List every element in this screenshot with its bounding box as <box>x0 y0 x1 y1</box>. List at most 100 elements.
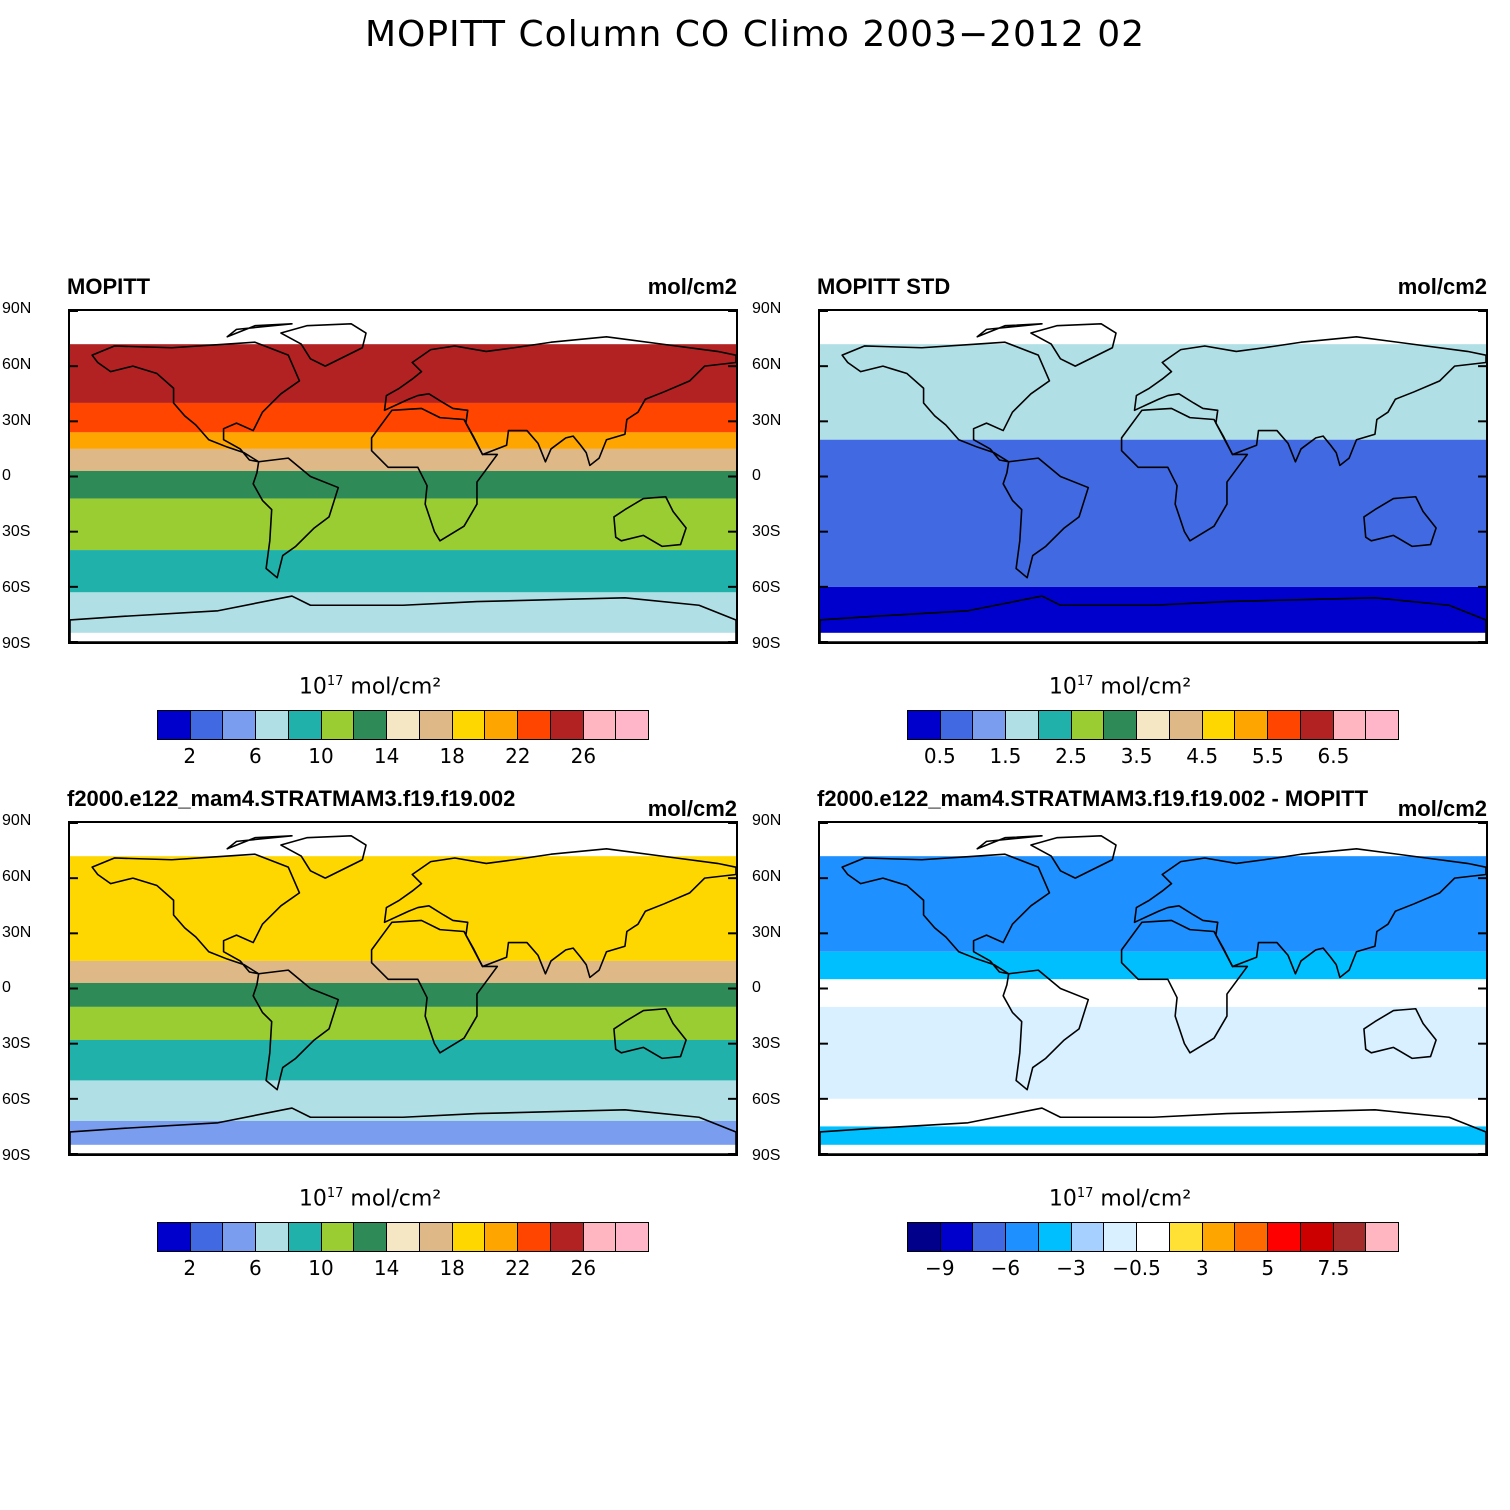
colorbar-tick-label: 3.5 <box>1120 744 1153 768</box>
colorbar-tick-label: −3 <box>1056 1256 1086 1280</box>
panel-model-minus-mopitt: f2000.e122_mam4.STRATMAM3.f19.f19.002 - … <box>750 786 1490 1280</box>
coastline-australia <box>1363 1007 1437 1060</box>
latitude-label: 90N <box>2 812 32 829</box>
latitude-label: 90N <box>752 300 782 317</box>
colorbar-swatch <box>158 711 191 739</box>
units-rest: mol/cm² <box>343 674 442 700</box>
latitude-label: 30N <box>2 923 32 941</box>
panel-title: f2000.e122_mam4.STRATMAM3.f19.f19.002 - … <box>817 786 1369 811</box>
latitude-label: 60S <box>2 579 31 596</box>
latitude-label: 30S <box>2 1035 31 1053</box>
co-field-band <box>70 498 736 551</box>
latitude-label: 30N <box>2 411 32 429</box>
colorbar-swatch <box>940 711 974 739</box>
latitude-label: 60S <box>2 1091 31 1108</box>
colorbar-tick-label: 7.5 <box>1317 1256 1350 1280</box>
latitude-label: 60S <box>752 1091 781 1108</box>
latitude-label: 30S <box>752 1035 781 1053</box>
map-plot <box>68 309 738 644</box>
colorbar-swatch <box>1235 711 1269 739</box>
colorbar-swatch <box>1137 1223 1170 1251</box>
latitude-label: 0 <box>2 979 11 997</box>
colorbar-swatch <box>1235 1223 1269 1251</box>
co-field-band <box>820 856 1486 952</box>
co-field-band <box>820 979 1486 1007</box>
colorbar-tick-label: 5.5 <box>1251 744 1284 768</box>
coastline-south-america <box>1002 969 1090 1091</box>
colorbar-tick-label: 26 <box>570 744 597 768</box>
colorbar-swatch <box>288 1223 322 1251</box>
colorbar-swatch <box>908 711 941 739</box>
latitude-label: 90S <box>752 1146 781 1164</box>
colorbar-swatch <box>452 1223 486 1251</box>
co-field-band <box>70 1039 736 1081</box>
co-field-band <box>70 1120 736 1145</box>
colorbar-swatch <box>1104 711 1138 739</box>
latitude-label: 30N <box>752 411 782 429</box>
colorbar-tick-label: 10 <box>308 744 334 768</box>
colorbar-swatch <box>1300 711 1334 739</box>
panel-title: MOPITT STD <box>817 274 951 299</box>
colorbar-units-label: 1017 mol/cm² <box>0 674 740 699</box>
no-data-arctic <box>820 311 1486 345</box>
colorbar-swatch <box>583 711 617 739</box>
colorbar <box>907 710 1399 740</box>
colorbar-swatch <box>223 1223 257 1251</box>
colorbar-swatch <box>419 711 453 739</box>
coastline-north-america <box>841 341 1051 463</box>
co-field-band <box>70 1080 736 1121</box>
latitude-label: 60N <box>2 867 32 885</box>
co-field-band <box>70 402 736 433</box>
latitude-label: 60N <box>752 355 782 373</box>
latitude-label: 60N <box>752 867 782 885</box>
colorbar-swatch <box>1169 1223 1203 1251</box>
colorbar-swatch <box>973 1223 1007 1251</box>
units-base: 10 <box>1048 674 1077 700</box>
colorbar-units-label: 1017 mol/cm² <box>750 1186 1490 1211</box>
colorbar <box>157 710 649 740</box>
latitude-label: 90S <box>2 634 31 652</box>
colorbar-swatch <box>1366 711 1399 739</box>
units-exponent: 17 <box>1076 674 1094 689</box>
colorbar-tick-label: −6 <box>990 1256 1021 1280</box>
co-field-band <box>70 1006 736 1040</box>
colorbar-swatch <box>1038 711 1072 739</box>
colorbar-swatch <box>1202 711 1236 739</box>
latitude-label: 90N <box>752 812 782 829</box>
coastline-greenland-arctic <box>976 835 1043 850</box>
map-svg <box>820 823 1486 1154</box>
colorbar-ticks: 2 6 10 14 18 22 26 <box>157 1256 649 1280</box>
colorbar-swatch <box>256 711 289 739</box>
colorbar-tick-label: 2 <box>183 744 197 768</box>
units-rest: mol/cm² <box>1093 674 1192 700</box>
colorbar-swatch <box>223 711 257 739</box>
co-field-band <box>820 1006 1486 1099</box>
colorbar-swatch <box>1333 711 1367 739</box>
colorbar-swatch <box>616 711 649 739</box>
units-exponent: 17 <box>326 1186 344 1201</box>
colorbar-swatch <box>518 711 551 739</box>
colorbar-swatch <box>518 1223 551 1251</box>
colorbar-swatch <box>940 1223 974 1251</box>
colorbar-swatch <box>1038 1223 1072 1251</box>
coastline-south-america <box>252 457 340 579</box>
colorbar-swatch <box>387 711 420 739</box>
colorbar-swatch <box>485 1223 519 1251</box>
panel-units: mol/cm2 <box>647 796 737 821</box>
colorbar-swatch <box>288 711 322 739</box>
colorbar-swatch <box>256 1223 289 1251</box>
coastline-greenland-arctic <box>226 323 293 338</box>
co-field-band <box>820 1126 1486 1145</box>
units-base: 10 <box>1048 1186 1077 1212</box>
colorbar-ticks: −9 −6 −3 −0.5 3 5 7.5 <box>907 1256 1399 1280</box>
colorbar-swatch <box>1202 1223 1236 1251</box>
coastline-antarctica <box>70 595 736 642</box>
coastline-africa <box>1120 919 1249 1054</box>
units-rest: mol/cm² <box>343 1186 442 1212</box>
colorbar-swatch <box>1071 711 1105 739</box>
colorbar-ticks: 2 6 10 14 18 22 26 <box>157 744 649 768</box>
colorbar-tick-label: 6 <box>249 744 262 768</box>
colorbar-units-label: 1017 mol/cm² <box>0 1186 740 1211</box>
colorbar-tick-label: 10 <box>308 1256 334 1280</box>
colorbar-swatch <box>1137 711 1170 739</box>
